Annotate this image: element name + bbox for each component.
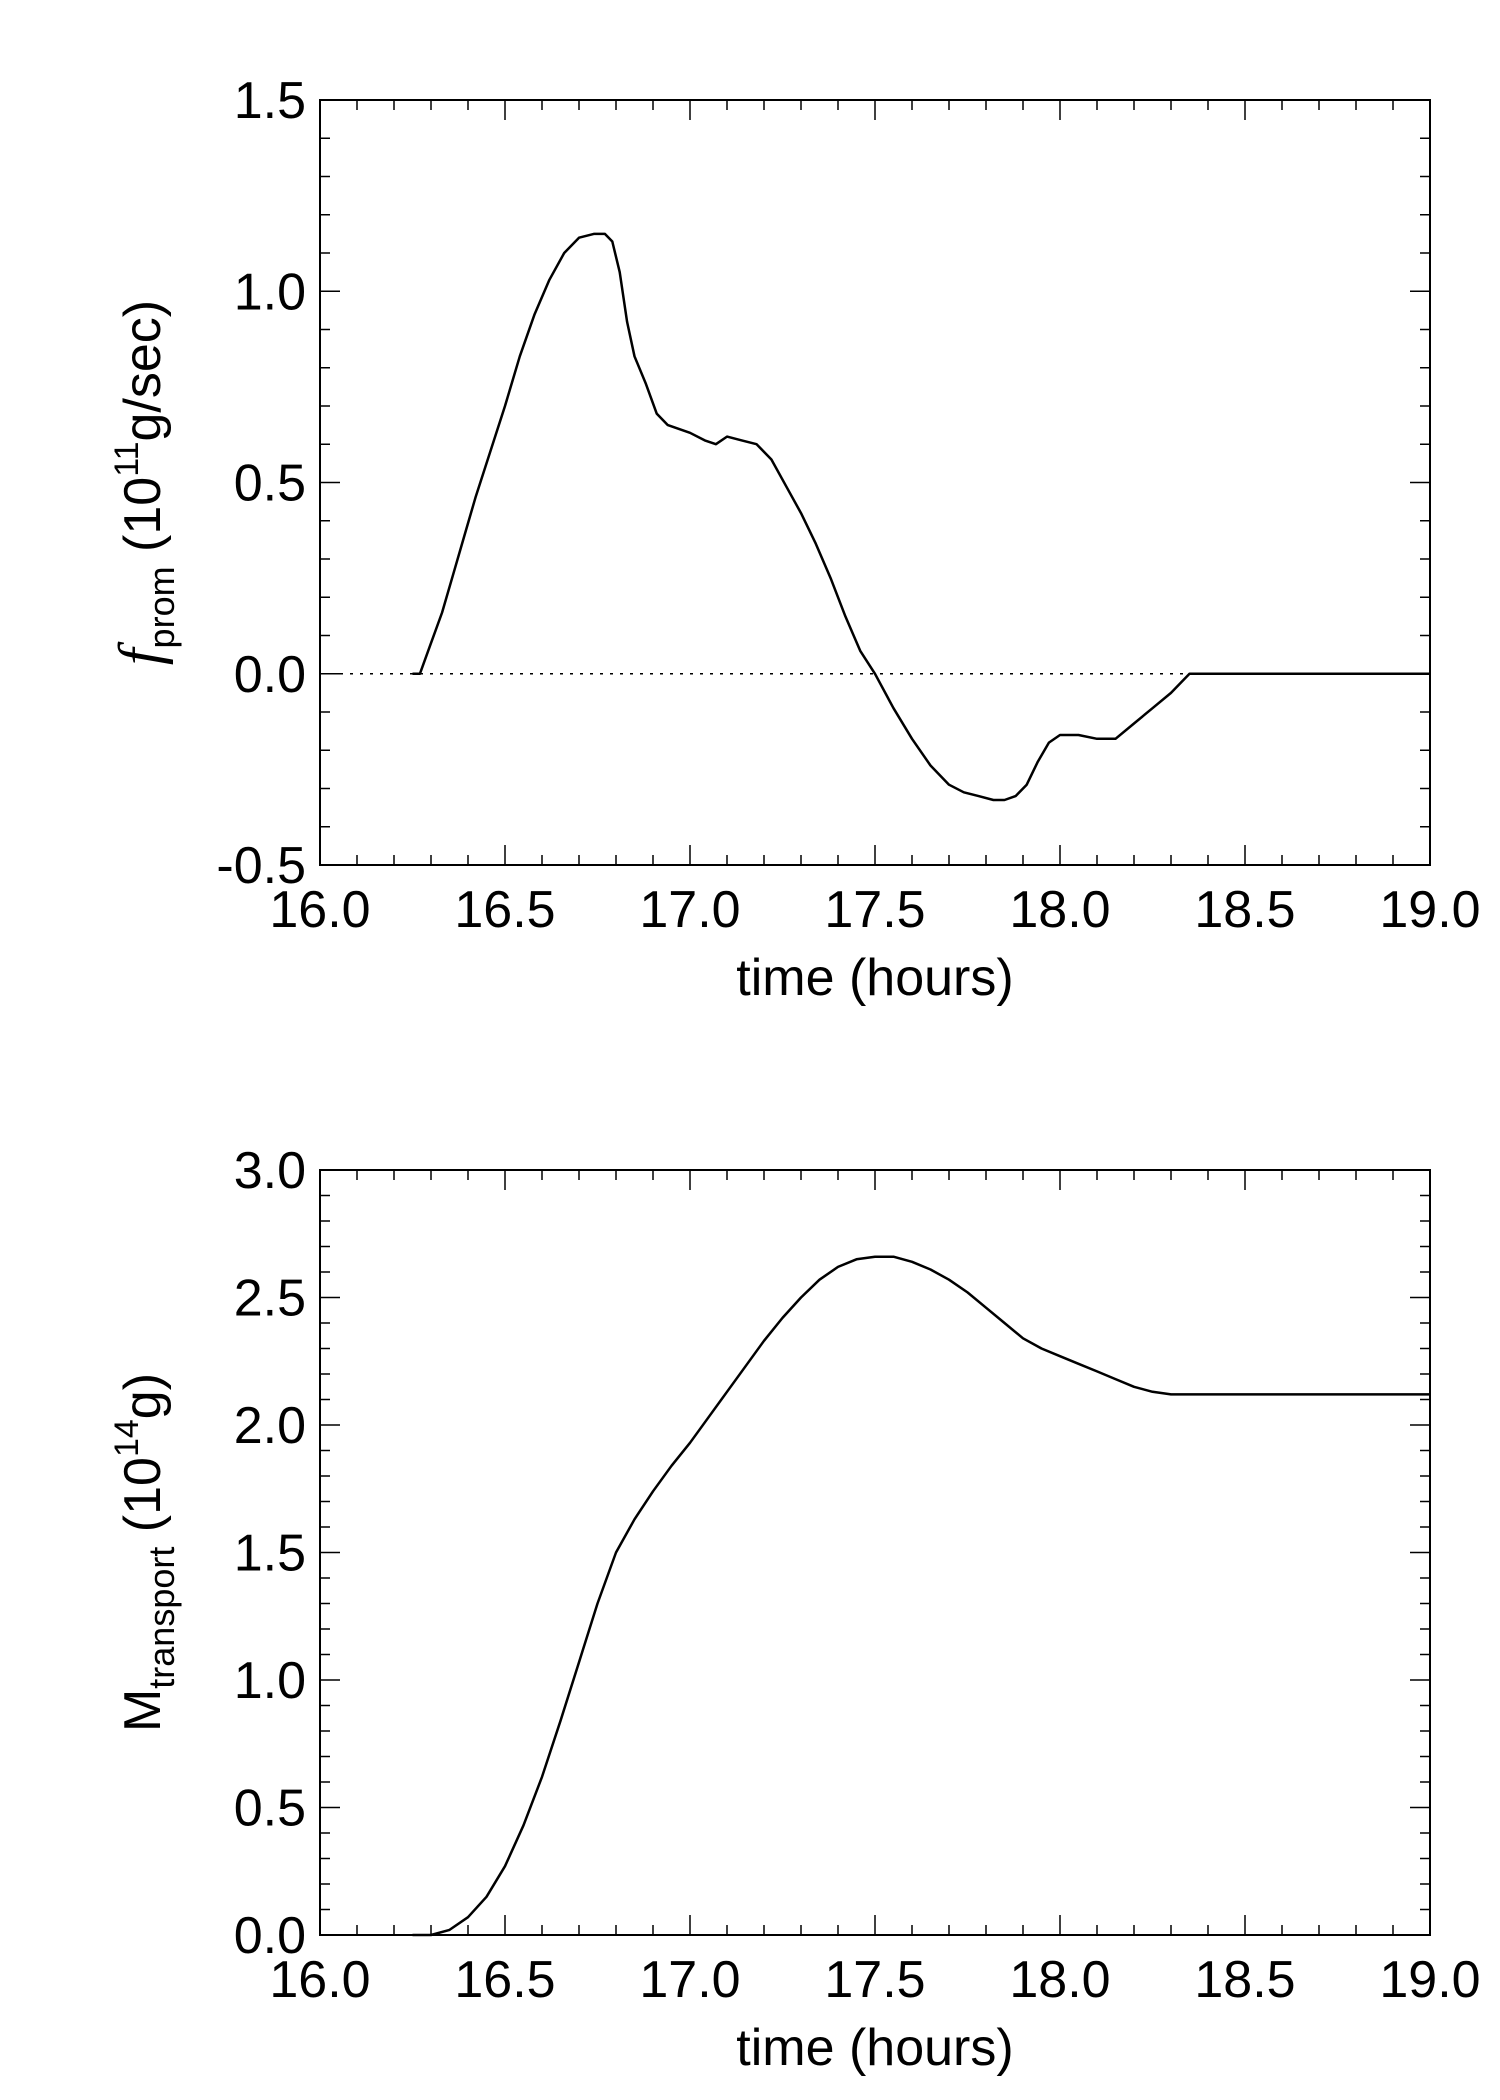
x-tick-label: 17.5 xyxy=(824,881,925,939)
y-tick-label: 0.5 xyxy=(234,1780,306,1838)
x-tick-label: 16.0 xyxy=(269,1951,370,2009)
x-tick-label: 16.5 xyxy=(454,881,555,939)
y-tick-label: 2.0 xyxy=(234,1397,306,1455)
y-label-superscript: 11 xyxy=(108,442,146,477)
y-label-unit: (10 xyxy=(114,477,172,567)
y-tick-label: 1.5 xyxy=(234,1525,306,1583)
x-tick-label: 17.0 xyxy=(639,881,740,939)
y-axis-label: fprom (1011g/sec) xyxy=(107,300,182,665)
x-axis-label: time (hours) xyxy=(736,2019,1013,2077)
x-tick-label: 18.0 xyxy=(1009,1951,1110,2009)
y-label-subscript: prom xyxy=(141,566,182,648)
x-tick-label: 16.0 xyxy=(269,881,370,939)
y-tick-label: -0.5 xyxy=(216,837,306,895)
top-panel-flux-chart: 16.0 16.5 17.0 17.5 18.0 18.5 19.0 -0.5 0.0 0.5 1.… xyxy=(107,72,1481,1007)
y-tick-label: 0.0 xyxy=(234,1907,306,1965)
x-tick-label: 17.0 xyxy=(639,1951,740,2009)
y-axis-label: Mtransport (1014g) xyxy=(108,1373,182,1732)
x-tick-label: 17.5 xyxy=(824,1951,925,2009)
x-tick-label: 19.0 xyxy=(1379,1951,1480,2009)
y-label-unit-tail: g) xyxy=(114,1373,172,1419)
y-label-unit: (10 xyxy=(114,1457,172,1547)
plot-frame xyxy=(319,1169,1431,1936)
x-tick-label: 18.5 xyxy=(1194,1951,1295,2009)
y-tick-label: 1.5 xyxy=(234,72,306,130)
bottom-panel-mass-chart: 16.0 16.5 17.0 17.5 18.0 18.5 19.0 0.0 0.5 1.0 1.5… xyxy=(108,1142,1481,2077)
y-tick-label: 0.5 xyxy=(234,455,306,513)
x-tick-label: 16.5 xyxy=(454,1951,555,2009)
data-line xyxy=(412,232,1430,802)
y-tick-label: 0.0 xyxy=(234,646,306,704)
y-tick-label: 3.0 xyxy=(234,1142,306,1200)
data-line xyxy=(412,1255,1430,1937)
y-label-subscript: transport xyxy=(141,1547,182,1689)
y-label-unit-tail: g/sec) xyxy=(114,300,172,442)
y-label-symbol: M xyxy=(114,1689,172,1732)
x-tick-label: 18.0 xyxy=(1009,881,1110,939)
plot-frame xyxy=(319,99,1431,866)
x-tick-label: 18.5 xyxy=(1194,881,1295,939)
y-tick-label: 2.5 xyxy=(234,1270,306,1328)
y-label-superscript: 14 xyxy=(108,1419,146,1457)
y-tick-label: 1.0 xyxy=(234,1652,306,1710)
y-tick-label: 1.0 xyxy=(234,263,306,321)
x-axis-label: time (hours) xyxy=(736,949,1013,1007)
x-tick-label: 19.0 xyxy=(1379,881,1480,939)
